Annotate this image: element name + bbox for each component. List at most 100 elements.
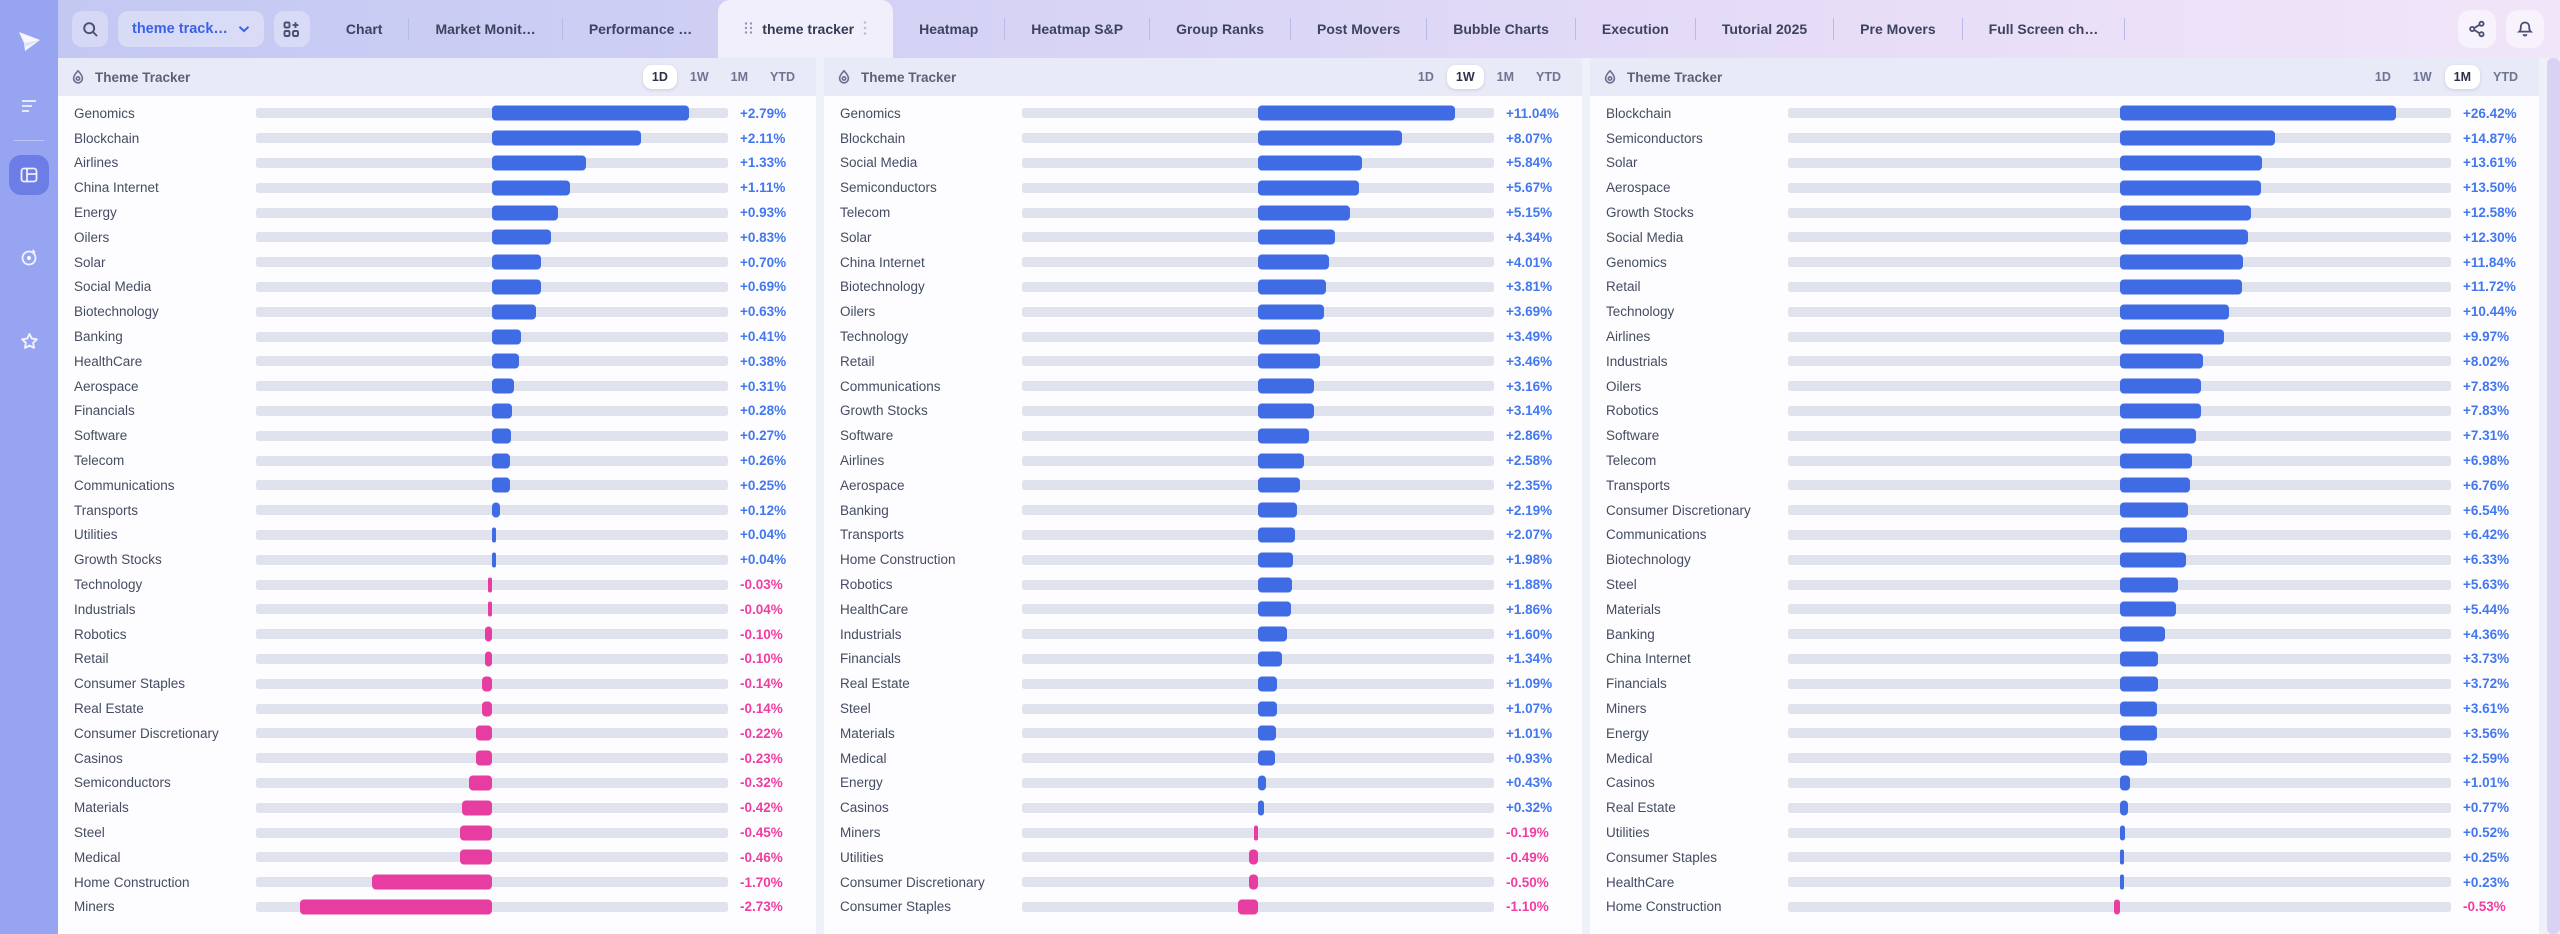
share-button[interactable]	[2458, 10, 2496, 48]
theme-row[interactable]: Casinos +0.32%	[824, 795, 1582, 820]
theme-row[interactable]: Industrials +1.60%	[824, 622, 1582, 647]
theme-row[interactable]: Airlines +1.33%	[58, 151, 816, 176]
theme-row[interactable]: Banking +4.36%	[1590, 622, 2539, 647]
theme-row[interactable]: Communications +6.42%	[1590, 523, 2539, 548]
theme-row[interactable]: Miners -0.19%	[824, 820, 1582, 845]
theme-row[interactable]: Blockchain +26.42%	[1590, 101, 2539, 126]
theme-row[interactable]: Steel -0.45%	[58, 820, 816, 845]
theme-row[interactable]: Medical -0.46%	[58, 845, 816, 870]
theme-row[interactable]: Consumer Discretionary -0.22%	[58, 721, 816, 746]
theme-row[interactable]: Software +2.86%	[824, 423, 1582, 448]
theme-row[interactable]: Medical +2.59%	[1590, 746, 2539, 771]
tab-heatmap[interactable]: Heatmap	[893, 0, 1004, 58]
theme-row[interactable]: Semiconductors +5.67%	[824, 175, 1582, 200]
tab-tutorial-2025[interactable]: Tutorial 2025	[1696, 0, 1833, 58]
theme-row[interactable]: Consumer Discretionary -0.50%	[824, 870, 1582, 895]
theme-row[interactable]: HealthCare +0.38%	[58, 349, 816, 374]
theme-row[interactable]: Real Estate +0.77%	[1590, 795, 2539, 820]
theme-row[interactable]: Software +0.27%	[58, 423, 816, 448]
add-widget-button[interactable]	[273, 11, 310, 47]
theme-row[interactable]: Blockchain +8.07%	[824, 126, 1582, 151]
theme-row[interactable]: Transports +2.07%	[824, 523, 1582, 548]
tab-post-movers[interactable]: Post Movers	[1291, 0, 1426, 58]
theme-row[interactable]: Industrials +8.02%	[1590, 349, 2539, 374]
theme-row[interactable]: Materials -0.42%	[58, 795, 816, 820]
theme-row[interactable]: Technology -0.03%	[58, 572, 816, 597]
theme-row[interactable]: Telecom +5.15%	[824, 200, 1582, 225]
theme-row[interactable]: Miners +3.61%	[1590, 696, 2539, 721]
theme-row[interactable]: Utilities +0.52%	[1590, 820, 2539, 845]
theme-row[interactable]: Growth Stocks +12.58%	[1590, 200, 2539, 225]
theme-row[interactable]: Social Media +12.30%	[1590, 225, 2539, 250]
theme-row[interactable]: Casinos -0.23%	[58, 746, 816, 771]
theme-row[interactable]: Retail -0.10%	[58, 647, 816, 672]
theme-row[interactable]: Communications +3.16%	[824, 374, 1582, 399]
theme-row[interactable]: Consumer Staples +0.25%	[1590, 845, 2539, 870]
theme-row[interactable]: Steel +1.07%	[824, 696, 1582, 721]
theme-row[interactable]: Growth Stocks +3.14%	[824, 399, 1582, 424]
theme-row[interactable]: Aerospace +0.31%	[58, 374, 816, 399]
range-button-1d[interactable]: 1D	[1417, 70, 1434, 84]
notifications-button[interactable]	[2506, 10, 2544, 48]
theme-row[interactable]: Biotechnology +3.81%	[824, 275, 1582, 300]
theme-row[interactable]: Utilities +0.04%	[58, 523, 816, 548]
theme-row[interactable]: Biotechnology +0.63%	[58, 299, 816, 324]
theme-row[interactable]: Robotics +1.88%	[824, 572, 1582, 597]
theme-row[interactable]: Oilers +7.83%	[1590, 374, 2539, 399]
theme-row[interactable]: Robotics -0.10%	[58, 622, 816, 647]
theme-row[interactable]: Semiconductors +14.87%	[1590, 126, 2539, 151]
theme-row[interactable]: Solar +13.61%	[1590, 151, 2539, 176]
range-button-ytd[interactable]: YTD	[2493, 70, 2518, 84]
theme-row[interactable]: Technology +3.49%	[824, 324, 1582, 349]
tab-heatmap-s-p[interactable]: Heatmap S&P	[1005, 0, 1149, 58]
theme-row[interactable]: Genomics +2.79%	[58, 101, 816, 126]
theme-row[interactable]: Social Media +5.84%	[824, 151, 1582, 176]
theme-row[interactable]: Blockchain +2.11%	[58, 126, 816, 151]
theme-row[interactable]: Financials +0.28%	[58, 399, 816, 424]
theme-row[interactable]: Banking +0.41%	[58, 324, 816, 349]
range-button-1d[interactable]: 1D	[642, 65, 677, 89]
theme-row[interactable]: Real Estate +1.09%	[824, 671, 1582, 696]
scrollbar-strip[interactable]	[2547, 58, 2560, 934]
sidebar-item-favorites[interactable]	[9, 321, 49, 361]
tab-group-ranks[interactable]: Group Ranks	[1150, 0, 1290, 58]
theme-row[interactable]: Retail +3.46%	[824, 349, 1582, 374]
theme-row[interactable]: Oilers +3.69%	[824, 299, 1582, 324]
theme-row[interactable]: Solar +4.34%	[824, 225, 1582, 250]
menu-icon[interactable]	[9, 86, 49, 126]
theme-row[interactable]: Materials +5.44%	[1590, 597, 2539, 622]
theme-row[interactable]: Home Construction -0.53%	[1590, 895, 2539, 920]
theme-row[interactable]: Genomics +11.04%	[824, 101, 1582, 126]
theme-row[interactable]: Technology +10.44%	[1590, 299, 2539, 324]
tab-options-icon[interactable]	[863, 20, 867, 39]
range-button-1m[interactable]: 1M	[730, 70, 748, 84]
theme-row[interactable]: Transports +6.76%	[1590, 473, 2539, 498]
theme-row[interactable]: Telecom +6.98%	[1590, 448, 2539, 473]
theme-row[interactable]: Aerospace +13.50%	[1590, 175, 2539, 200]
theme-row[interactable]: Casinos +1.01%	[1590, 771, 2539, 796]
theme-row[interactable]: Industrials -0.04%	[58, 597, 816, 622]
theme-row[interactable]: China Internet +4.01%	[824, 250, 1582, 275]
theme-row[interactable]: Energy +0.43%	[824, 771, 1582, 796]
theme-row[interactable]: Robotics +7.83%	[1590, 399, 2539, 424]
theme-row[interactable]: Steel +5.63%	[1590, 572, 2539, 597]
theme-row[interactable]: HealthCare +1.86%	[824, 597, 1582, 622]
theme-row[interactable]: Home Construction +1.98%	[824, 547, 1582, 572]
tab-theme-tracker[interactable]: theme tracker	[718, 0, 894, 58]
tab-market-monit-[interactable]: Market Monit…	[409, 0, 561, 58]
sidebar-item-tracker[interactable]	[9, 237, 49, 277]
theme-row[interactable]: Energy +0.93%	[58, 200, 816, 225]
theme-row[interactable]: Software +7.31%	[1590, 423, 2539, 448]
theme-row[interactable]: Banking +2.19%	[824, 498, 1582, 523]
theme-row[interactable]: Financials +3.72%	[1590, 671, 2539, 696]
theme-row[interactable]: Consumer Discretionary +6.54%	[1590, 498, 2539, 523]
theme-row[interactable]: Miners -2.73%	[58, 895, 816, 920]
theme-row[interactable]: Utilities -0.49%	[824, 845, 1582, 870]
theme-row[interactable]: Oilers +0.83%	[58, 225, 816, 250]
theme-row[interactable]: Biotechnology +6.33%	[1590, 547, 2539, 572]
theme-row[interactable]: Social Media +0.69%	[58, 275, 816, 300]
tab-bubble-charts[interactable]: Bubble Charts	[1427, 0, 1575, 58]
theme-row[interactable]: Medical +0.93%	[824, 746, 1582, 771]
range-button-1w[interactable]: 1W	[2412, 70, 2432, 84]
tab-execution[interactable]: Execution	[1576, 0, 1695, 58]
